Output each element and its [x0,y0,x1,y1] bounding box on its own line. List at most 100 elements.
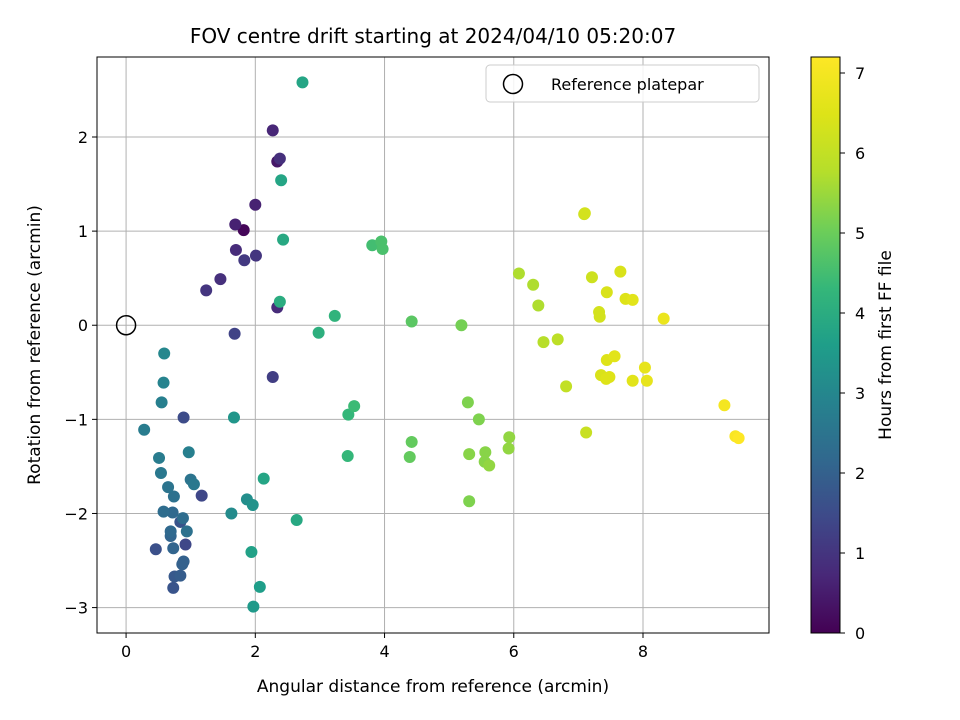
data-point [187,478,200,491]
data-point [237,224,250,237]
colorbar-tick-label: 7 [855,64,865,83]
data-point [472,413,485,426]
data-point [153,451,166,464]
colorbar-label: Hours from first FF file [876,250,896,440]
x-axis-label: Angular distance from reference (arcmin) [257,677,609,697]
data-point [162,481,175,494]
data-point [176,512,189,525]
data-point [503,431,516,444]
data-point [461,396,474,409]
legend-label-reference: Reference platepar [551,75,704,94]
y-axis-label: Rotation from reference (arcmin) [25,205,45,485]
x-tick-label: 6 [509,642,519,661]
colorbar-tick-label: 2 [855,464,865,483]
data-point [149,543,162,556]
data-point [585,271,598,284]
data-point [341,450,354,463]
data-point [167,490,180,503]
data-point [266,124,279,137]
colorbar [810,56,841,634]
chart-title: FOV centre drift starting at 2024/04/10 … [190,24,676,48]
data-point [626,293,639,306]
data-point [200,284,213,297]
data-point [296,76,309,89]
plot-frame [96,56,770,634]
data-point [403,451,416,463]
x-tick-label: 2 [250,642,260,661]
data-point [177,411,190,424]
data-point [164,525,177,538]
data-point [455,319,468,332]
data-point [328,309,341,322]
reference-platepar-marker [115,314,137,336]
data-point [195,489,208,502]
data-point [157,505,170,518]
data-point [537,336,550,349]
data-point [245,546,258,559]
data-point [614,265,627,278]
data-point [227,411,240,424]
data-point [180,525,193,538]
data-point [158,347,171,360]
data-point [177,555,190,568]
data-point [273,152,286,165]
data-point [246,499,259,511]
data-point [483,459,496,472]
data-point [479,446,492,459]
y-tick-label: 1 [78,222,88,241]
data-point [167,542,180,555]
data-point [166,506,179,519]
data-point [277,233,290,246]
data-point [366,239,379,252]
x-tick-label: 8 [638,642,648,661]
colorbar-tick-label: 3 [855,384,865,403]
data-point [247,600,260,613]
colorbar-tick-label: 1 [855,544,865,563]
data-point [238,254,251,267]
data-point [405,435,418,448]
colorbar-tick-label: 0 [855,624,865,643]
grid [97,57,769,633]
data-point [273,295,286,308]
data-point [182,446,195,459]
data-point [342,408,355,421]
data-point [179,538,192,551]
data-point [603,371,616,383]
data-point [253,580,266,593]
data-point [580,426,593,439]
data-point [608,350,621,363]
data-point [593,310,606,323]
data-point [229,243,242,256]
data-point [214,273,227,286]
data-point [312,326,325,339]
data-point [560,380,573,393]
data-point [578,207,591,220]
data-point [732,432,745,445]
data-point [225,507,238,520]
legend: Reference platepar [485,64,760,103]
y-tick-label: 0 [78,316,88,335]
legend-box [485,64,760,103]
data-point [348,400,361,413]
data-point [551,333,564,346]
data-point [257,472,270,485]
data-point [155,396,168,409]
data-point [174,569,187,582]
y-tick-label: −1 [64,410,88,429]
data-point [154,467,167,479]
data-point [138,423,151,436]
data-point [463,495,476,508]
data-point [290,514,303,527]
y-tick-label: 2 [78,128,88,147]
data-point [640,374,653,387]
data-point [229,218,242,231]
data-point [638,361,651,374]
colorbar-ticks: 0 1 2 3 4 5 6 7 [840,64,865,643]
data-point [527,278,540,291]
data-point [718,399,731,412]
data-point [512,267,525,280]
data-point [376,243,389,255]
data-point [502,442,515,455]
y-tick-label: −2 [64,504,88,523]
axis-ticks: 0 2 4 6 8 −3 −2 −1 0 1 2 [64,128,648,661]
